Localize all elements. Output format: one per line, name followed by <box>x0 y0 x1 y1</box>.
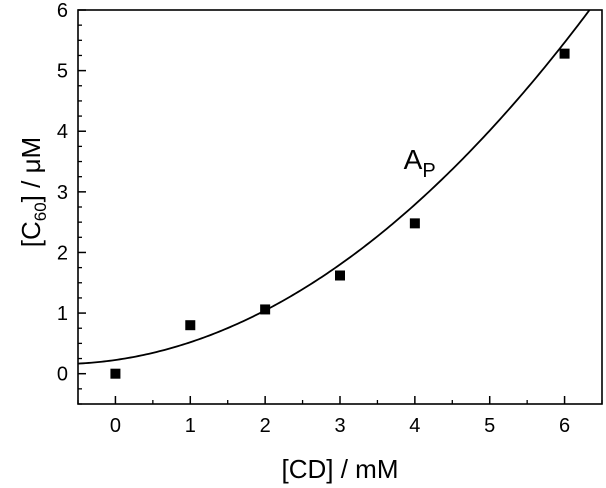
plot-border <box>77 9 603 405</box>
fit-curve <box>78 10 591 365</box>
y-tick-labels: 0 1 2 3 4 5 6 <box>57 0 68 386</box>
y-tick-label: 5 <box>57 61 68 83</box>
y-tick-label: 4 <box>57 121 68 143</box>
data-point <box>409 218 420 229</box>
y-axis-title-prefix: [C <box>16 221 46 247</box>
data-point <box>559 48 570 59</box>
x-tick-label: 3 <box>334 415 345 437</box>
plot-frame <box>77 9 603 405</box>
y-tick-label: 6 <box>57 0 68 22</box>
data-point <box>335 270 345 281</box>
x-axis-title: [CD] / mM <box>282 454 399 484</box>
curve-label-main: A <box>404 144 423 175</box>
x-tick-label: 0 <box>110 415 121 437</box>
x-tick-label: 2 <box>260 415 271 437</box>
points-layer <box>110 48 570 379</box>
x-tick-label: 4 <box>409 415 420 437</box>
y-axis-title: [C60] / μM <box>16 137 50 247</box>
y-tick-label: 3 <box>57 182 68 204</box>
fit-layer <box>78 10 591 365</box>
data-point <box>185 320 196 331</box>
x-tick-label: 5 <box>484 415 495 437</box>
x-tick-label: 6 <box>559 415 570 437</box>
x-tick-labels: 0 1 2 3 4 5 6 <box>110 415 570 437</box>
x-tick-label: 1 <box>185 415 196 437</box>
y-tick-label: 2 <box>57 242 68 264</box>
y-axis-title-suffix: ] / μM <box>16 137 46 203</box>
data-point <box>260 304 271 315</box>
major-ticks <box>78 9 566 404</box>
y-axis-title-subscript: 60 <box>31 202 50 221</box>
curve-label-subscript: P <box>422 160 435 182</box>
y-tick-label: 0 <box>57 364 68 386</box>
y-tick-label: 1 <box>57 303 68 325</box>
minor-ticks <box>77 24 603 405</box>
curve-label: AP <box>404 144 436 182</box>
data-point <box>110 368 121 379</box>
